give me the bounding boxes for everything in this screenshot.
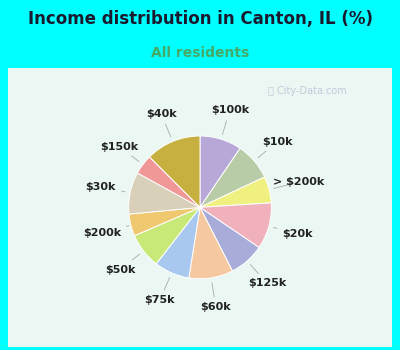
Text: Ⓜ City-Data.com: Ⓜ City-Data.com <box>268 85 347 96</box>
Text: $20k: $20k <box>274 228 313 239</box>
Text: $10k: $10k <box>258 136 292 158</box>
Text: $60k: $60k <box>200 283 231 313</box>
Text: > $200k: > $200k <box>272 177 324 188</box>
Text: $100k: $100k <box>211 105 249 134</box>
Text: $50k: $50k <box>105 254 140 274</box>
Wedge shape <box>129 173 200 214</box>
Wedge shape <box>200 148 264 207</box>
Wedge shape <box>156 207 200 278</box>
Wedge shape <box>200 203 271 247</box>
Text: $40k: $40k <box>146 109 176 137</box>
Wedge shape <box>200 136 240 207</box>
Text: $150k: $150k <box>100 141 139 162</box>
Text: $200k: $200k <box>83 226 129 238</box>
Wedge shape <box>138 157 200 207</box>
Wedge shape <box>134 207 200 264</box>
Wedge shape <box>200 207 259 271</box>
Text: $125k: $125k <box>248 265 286 288</box>
Text: All residents: All residents <box>151 46 249 60</box>
Text: $75k: $75k <box>144 278 175 306</box>
Text: Income distribution in Canton, IL (%): Income distribution in Canton, IL (%) <box>28 10 372 28</box>
Text: $30k: $30k <box>86 182 125 192</box>
Wedge shape <box>200 177 271 207</box>
Wedge shape <box>189 207 232 279</box>
Wedge shape <box>150 136 200 207</box>
Wedge shape <box>129 207 200 236</box>
